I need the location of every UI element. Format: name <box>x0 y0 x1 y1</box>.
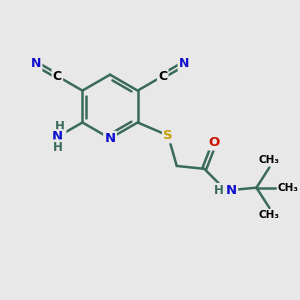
Text: H: H <box>214 184 224 197</box>
Text: N: N <box>52 130 63 143</box>
Text: CH₃: CH₃ <box>278 183 299 193</box>
Text: C: C <box>158 70 167 83</box>
Text: CH₃: CH₃ <box>259 210 280 220</box>
Text: H: H <box>52 141 62 154</box>
Text: N: N <box>226 184 237 197</box>
Text: C: C <box>53 70 62 83</box>
Text: N: N <box>179 57 189 70</box>
Text: H: H <box>55 120 65 133</box>
Text: O: O <box>209 136 220 149</box>
Text: S: S <box>163 129 173 142</box>
Text: N: N <box>31 57 41 70</box>
Text: CH₃: CH₃ <box>259 155 280 165</box>
Text: N: N <box>104 132 116 145</box>
